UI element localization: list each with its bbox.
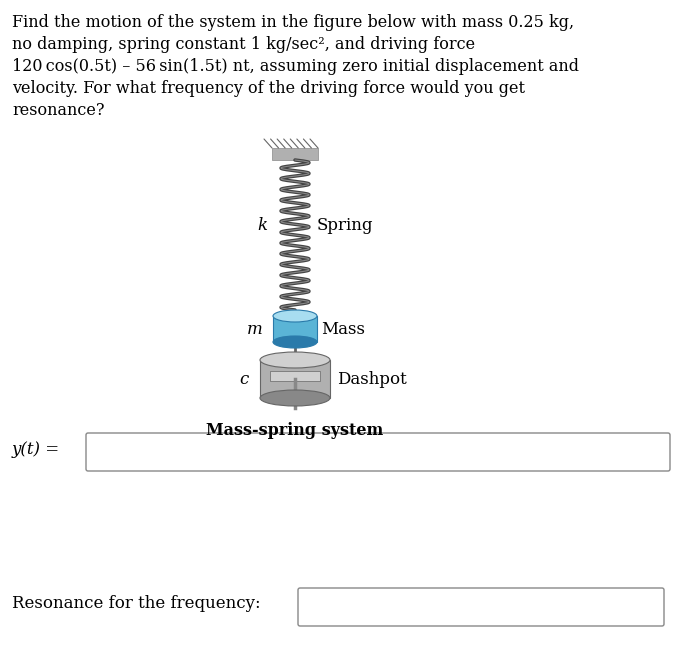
Text: Resonance for the frequency:: Resonance for the frequency:: [12, 595, 260, 612]
Text: Find the motion of the system in the figure below with mass 0.25 kg,: Find the motion of the system in the fig…: [12, 14, 574, 31]
Text: Dashpot: Dashpot: [337, 371, 407, 388]
Text: y(t) =: y(t) =: [12, 441, 60, 457]
FancyBboxPatch shape: [298, 588, 664, 626]
Text: 120 cos(0.5t) – 56 sin(1.5t) nt, assuming zero initial displacement and: 120 cos(0.5t) – 56 sin(1.5t) nt, assumin…: [12, 58, 579, 75]
Text: Mass: Mass: [321, 320, 365, 337]
Text: resonance?: resonance?: [12, 102, 104, 119]
FancyBboxPatch shape: [270, 371, 320, 381]
FancyBboxPatch shape: [273, 316, 317, 342]
Text: c: c: [239, 371, 249, 388]
Ellipse shape: [273, 310, 317, 322]
Ellipse shape: [273, 336, 317, 348]
Text: k: k: [257, 217, 267, 233]
Text: velocity. For what frequency of the driving force would you get: velocity. For what frequency of the driv…: [12, 80, 525, 97]
Text: Mass-spring system: Mass-spring system: [206, 422, 384, 439]
Text: Spring: Spring: [317, 217, 374, 233]
Ellipse shape: [260, 352, 330, 368]
FancyBboxPatch shape: [272, 148, 318, 160]
Text: m: m: [247, 320, 263, 337]
FancyBboxPatch shape: [260, 360, 330, 398]
Text: no damping, spring constant 1 kg/sec², and driving force: no damping, spring constant 1 kg/sec², a…: [12, 36, 475, 53]
FancyBboxPatch shape: [86, 433, 670, 471]
Ellipse shape: [260, 390, 330, 406]
